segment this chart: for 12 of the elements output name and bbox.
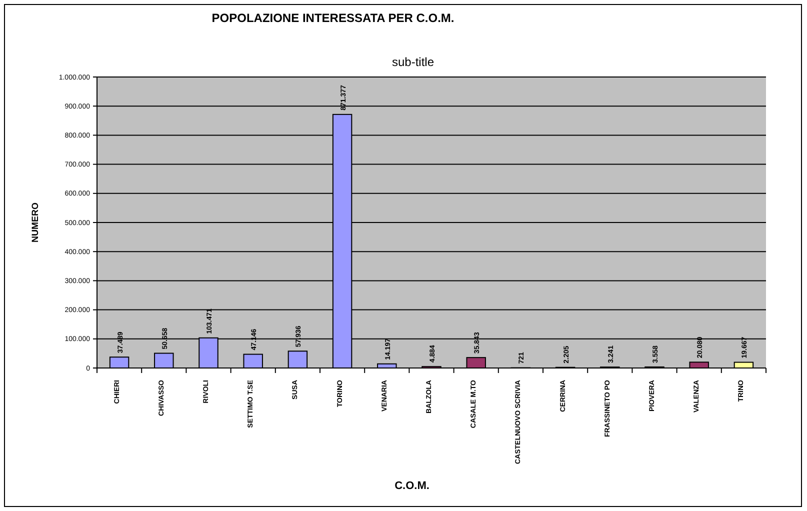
bar [734, 362, 754, 368]
bar [154, 352, 174, 368]
bar [689, 362, 709, 368]
bar [377, 363, 397, 368]
chart-subtitle: sub-title [392, 55, 434, 69]
y-axis-title: NUMERO [30, 202, 40, 242]
bar [466, 357, 486, 368]
bar [109, 356, 130, 368]
chart-title: POPOLAZIONE INTERESSATA PER C.O.M. [212, 11, 454, 25]
x-axis-title: C.O.M. [394, 480, 430, 492]
bar [288, 350, 308, 368]
bar [243, 354, 263, 368]
